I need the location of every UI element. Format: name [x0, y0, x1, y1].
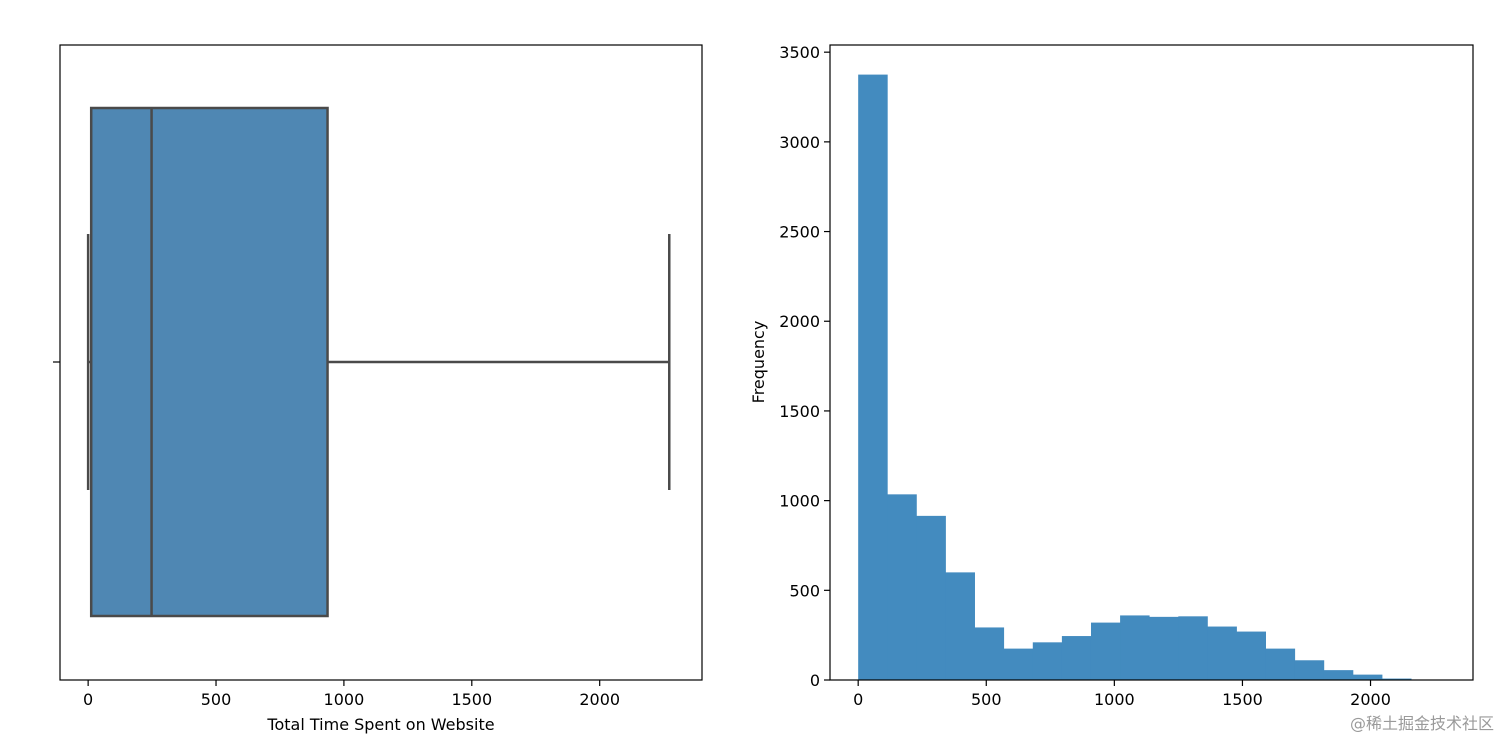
boxplot-marks	[86, 106, 671, 618]
histogram-bar	[1236, 631, 1267, 680]
histogram-y-tick-label: 3500	[779, 43, 820, 62]
histogram-y-tick-label: 0	[810, 671, 820, 690]
watermark: @稀土掘金技术社区	[1349, 714, 1494, 733]
histogram-y-tick-label: 1500	[779, 402, 820, 421]
boxplot-x-tick-label: 1000	[324, 690, 365, 709]
histogram-y-tick-label: 2000	[779, 312, 820, 331]
histogram-bar	[1352, 674, 1383, 680]
histogram-x-tick-label: 2000	[1350, 690, 1391, 709]
boxplot-x-tick-label: 0	[83, 690, 93, 709]
boxplot-panel: 0 500 1000 1500 2000 Total Time Spent on Web…	[53, 44, 703, 734]
histogram-bar	[1003, 648, 1034, 680]
histogram-bar	[916, 515, 946, 680]
histogram-panel: 0 500 1000 1500 2000 0 500 1000 1500 2000 2500 300…	[749, 43, 1474, 709]
histogram-bar	[1382, 678, 1412, 680]
histogram-bar	[1294, 660, 1325, 680]
boxplot-x-axis-label: Total Time Spent on Website	[266, 715, 494, 734]
boxplot-x-ticks: 0 500 1000 1500 2000	[83, 680, 620, 709]
histogram-bar	[1032, 642, 1063, 680]
iqr-box	[89, 106, 329, 618]
histogram-bar	[974, 627, 1005, 680]
histogram-x-tick-label: 500	[971, 690, 1002, 709]
histogram-y-tick-label: 3000	[779, 133, 820, 152]
histogram-x-tick-label: 1500	[1222, 690, 1263, 709]
histogram-bar	[1207, 626, 1237, 680]
histogram-bar	[1265, 648, 1296, 680]
histogram-bar	[1323, 670, 1354, 680]
histogram-bar	[945, 572, 975, 680]
boxplot-x-tick-label: 1500	[451, 690, 492, 709]
histogram-bar	[1178, 616, 1208, 680]
histogram-bar	[1090, 622, 1121, 680]
histogram-bar	[858, 74, 888, 680]
histogram-bar	[1061, 636, 1092, 680]
histogram-x-tick-label: 1000	[1094, 690, 1135, 709]
histogram-y-tick-label: 1000	[779, 492, 820, 511]
histogram-y-axis-label: Frequency	[749, 321, 768, 404]
histogram-y-tick-label: 500	[789, 581, 820, 600]
boxplot-x-tick-label: 500	[201, 690, 232, 709]
histogram-bar	[1120, 615, 1150, 680]
histogram-bar	[887, 494, 917, 680]
histogram-x-ticks: 0 500 1000 1500 2000	[853, 680, 1391, 709]
histogram-bars	[858, 74, 1441, 680]
histogram-frame	[829, 44, 1474, 681]
boxplot-x-tick-label: 2000	[579, 690, 620, 709]
histogram-x-tick-label: 0	[853, 690, 863, 709]
histogram-y-ticks: 0 500 1000 1500 2000 2500 3000 3500	[779, 43, 830, 690]
histogram-bar	[1149, 616, 1179, 680]
histogram-y-tick-label: 2500	[779, 223, 820, 242]
